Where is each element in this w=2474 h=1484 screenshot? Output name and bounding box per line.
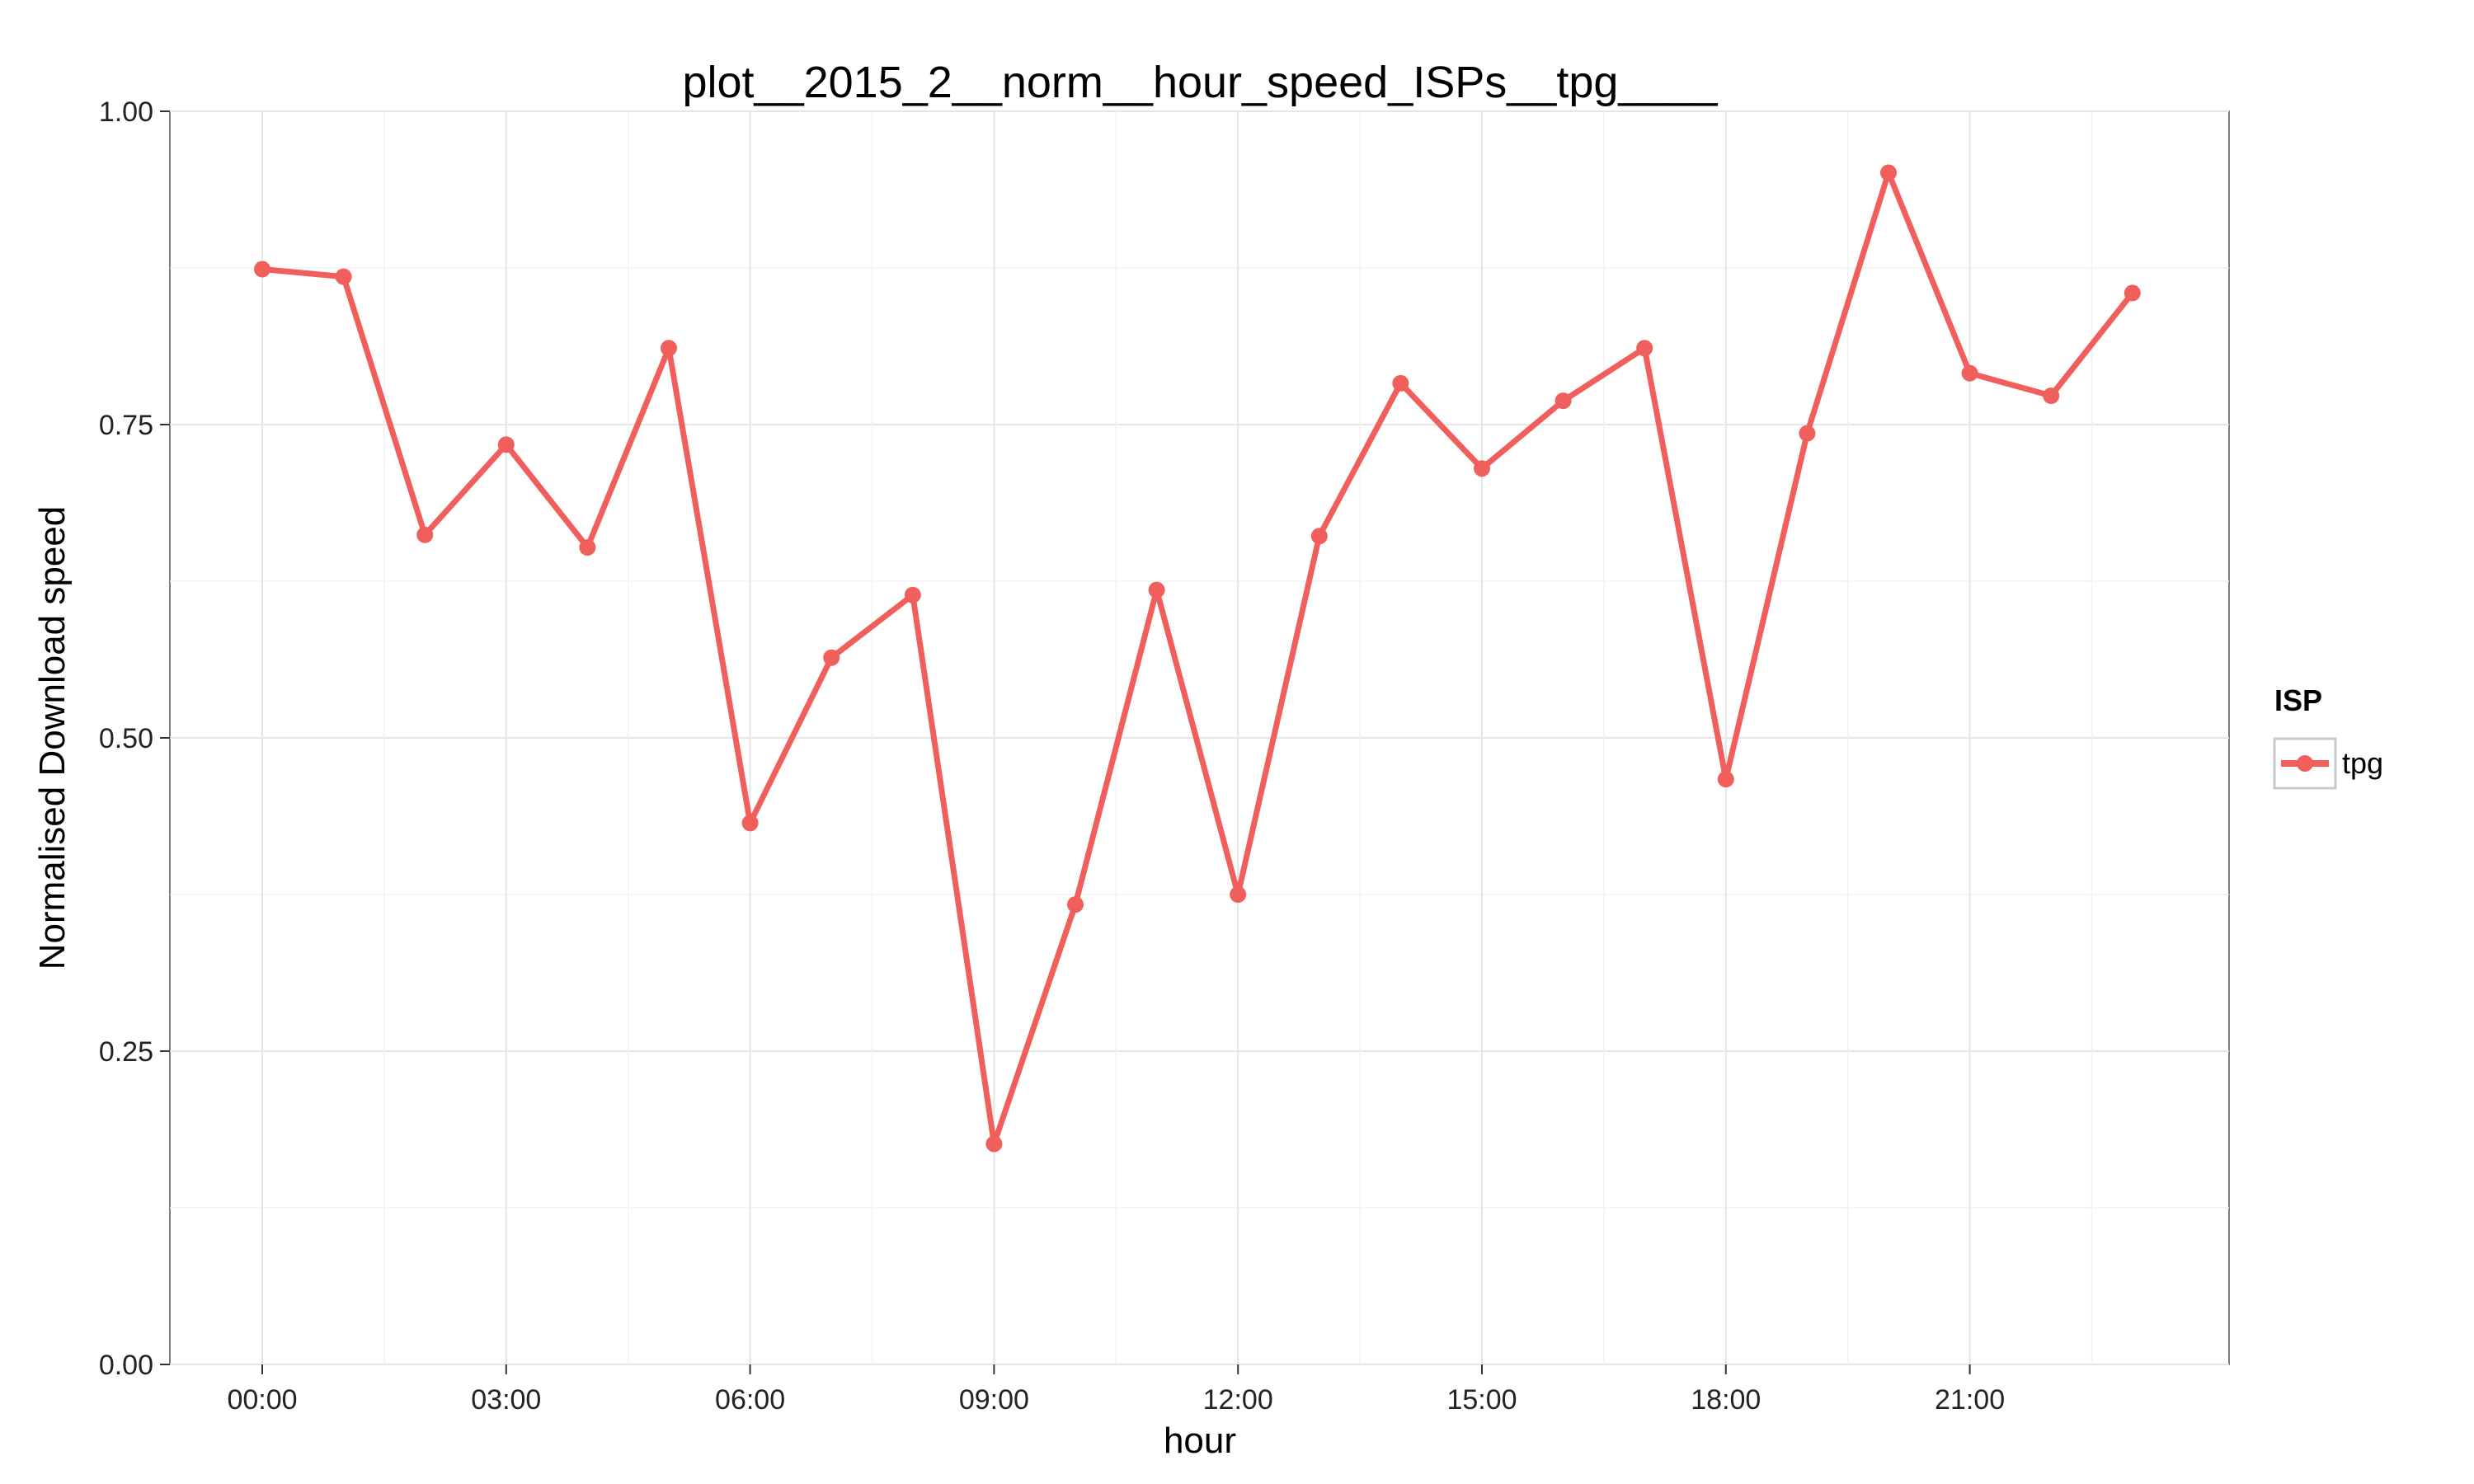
x-tick-label: 12:00	[1203, 1384, 1273, 1416]
data-point-tpg	[1880, 164, 1897, 181]
legend-item-tpg: tpg	[2342, 746, 2383, 780]
x-tick-label: 06:00	[715, 1384, 785, 1416]
data-point-tpg	[1067, 896, 1084, 913]
data-point-tpg	[1636, 340, 1653, 357]
data-point-tpg	[1148, 581, 1165, 599]
data-point-tpg	[2124, 284, 2141, 302]
y-axis-label: Normalised Download speed	[32, 506, 73, 970]
legend-title: ISP	[2274, 683, 2322, 717]
y-tick-label: 1.00	[99, 96, 153, 128]
data-point-tpg	[1554, 392, 1572, 410]
y-tick-label: 0.75	[99, 410, 153, 441]
data-point-tpg	[904, 586, 921, 603]
axes: 0.00 0.25 0.50 0.75 1.00 00:00 03:00 06:00 09:00…	[99, 96, 2005, 1416]
x-tick-label: 18:00	[1691, 1384, 1761, 1416]
data-point-tpg	[1717, 771, 1734, 788]
data-point-tpg	[497, 436, 515, 453]
data-point-tpg	[741, 815, 759, 832]
data-point-tpg	[1474, 460, 1490, 477]
data-point-tpg	[579, 538, 596, 556]
y-tick-label: 0.50	[99, 723, 153, 754]
data-point-tpg	[335, 268, 352, 285]
data-point-tpg	[823, 649, 840, 666]
y-tick-label: 0.25	[99, 1036, 153, 1068]
legend: ISP tpg	[2273, 683, 2383, 790]
data-point-tpg	[661, 340, 677, 357]
data-point-tpg	[254, 261, 270, 278]
data-point-tpg	[1961, 364, 1978, 382]
x-tick-label: 15:00	[1446, 1384, 1517, 1416]
series-layer	[254, 164, 2141, 1153]
x-axis-label: hour	[1164, 1421, 1236, 1461]
grid-lines	[170, 110, 2229, 1365]
data-point-tpg	[1392, 374, 1409, 392]
legend-key-point	[2297, 755, 2313, 772]
x-tick-label: 00:00	[227, 1384, 297, 1416]
x-tick-label: 21:00	[1935, 1384, 2005, 1416]
series-line-tpg	[261, 169, 2135, 1147]
x-tick-label: 03:00	[471, 1384, 541, 1416]
x-tick-label: 09:00	[959, 1384, 1029, 1416]
data-point-tpg	[1310, 528, 1328, 545]
chart-title: plot__2015_2__norm__hour_speed_ISPs__tpg…	[682, 58, 1718, 107]
y-tick-label: 0.00	[99, 1350, 153, 1381]
data-point-tpg	[1799, 425, 1816, 442]
data-point-tpg	[416, 526, 434, 543]
data-point-tpg	[1230, 886, 1247, 903]
data-point-tpg	[2043, 387, 2060, 405]
data-point-tpg	[985, 1135, 1003, 1153]
